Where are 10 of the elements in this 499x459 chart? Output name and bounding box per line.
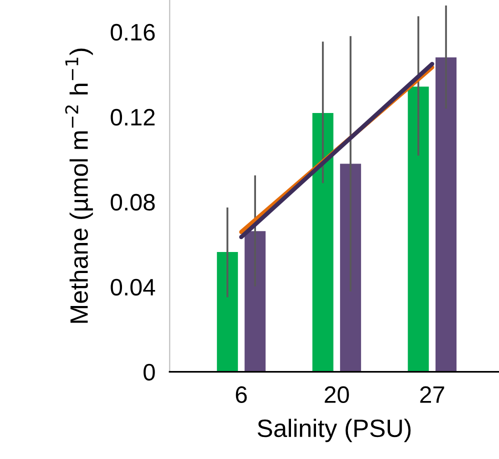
y-tick-label: 0.12 [110,108,155,126]
y-tick-label: 0 [144,364,155,381]
y-axis-title: Methane (µmol m$^{−2}$ h$^{−1}$) [65,48,93,323]
y-tick-label: 0.08 [110,194,155,211]
x-tick-label: 20 [324,386,349,404]
y-tick-label: 0.04 [110,278,156,296]
y-tick-label: 0.16 [110,24,155,41]
x-tick-label: 6 [236,386,247,404]
x-tick-label: 27 [420,386,444,403]
x-axis-title: Salinity (PSU) [258,418,411,442]
